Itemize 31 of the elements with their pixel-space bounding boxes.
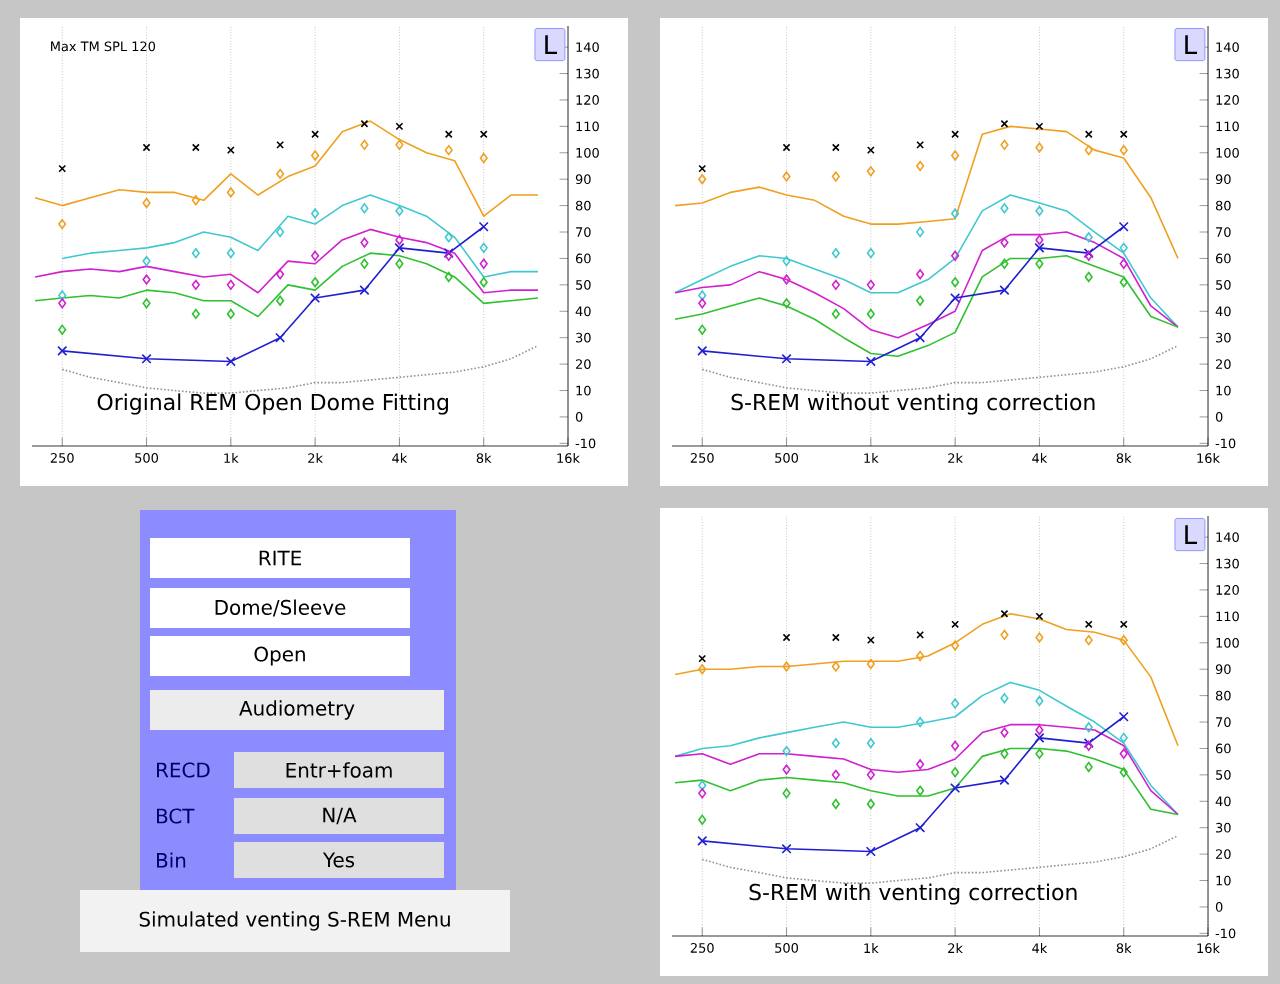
line-series — [34, 252, 539, 318]
line-series — [674, 194, 1179, 328]
line-series — [674, 681, 1179, 816]
text: Yes — [322, 852, 355, 868]
annotation: L — [1185, 525, 1197, 545]
text: N/A — [323, 807, 357, 825]
annotation: L — [545, 35, 557, 55]
text: Simulated venting S-REM Menu — [139, 911, 450, 931]
line-series — [674, 231, 1179, 339]
text: Dome/Sleeve — [215, 599, 346, 617]
line-series — [34, 120, 539, 217]
text: RITE — [259, 550, 301, 566]
text: S-REM with venting correction — [749, 883, 1077, 905]
text: BCT — [157, 808, 195, 824]
line-series — [674, 255, 1179, 357]
line-series — [61, 344, 539, 394]
line-series — [674, 723, 1179, 816]
line-series — [34, 228, 539, 294]
text: Bin — [157, 852, 186, 868]
annotation: L — [1185, 35, 1197, 55]
text: S-REM without venting correction — [731, 393, 1095, 415]
line-series — [674, 125, 1179, 260]
line-series — [674, 747, 1179, 816]
line-series — [701, 344, 1179, 394]
line-series — [61, 194, 539, 278]
line-series — [701, 834, 1179, 884]
text: Entr+foam — [286, 762, 392, 778]
text: Original REM Open Dome Fitting — [97, 393, 448, 415]
text: RECD — [157, 762, 210, 778]
text: Open — [254, 646, 305, 666]
text: Audiometry — [239, 700, 355, 720]
